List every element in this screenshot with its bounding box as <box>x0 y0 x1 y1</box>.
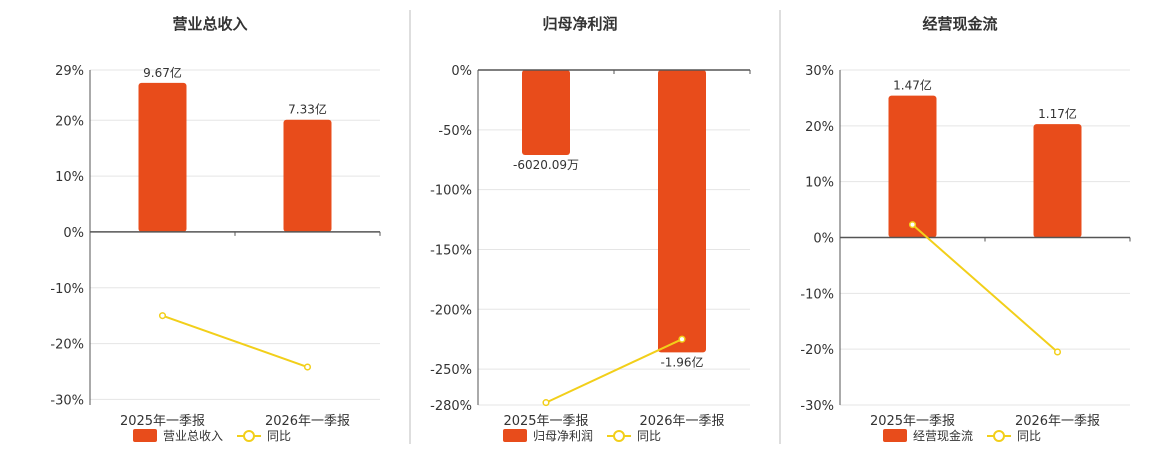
bar <box>1033 124 1082 238</box>
chart-panel-3: 经营现金流 30% 20% 10% 0% -10% -20% -30% 1.47亿 1.17亿 20… <box>800 15 1131 443</box>
y-tick-label: 10% <box>55 170 84 185</box>
legend-bar-swatch[interactable] <box>133 429 157 442</box>
y-tick-label: 30% <box>805 64 834 79</box>
legend-bar-label[interactable]: 营业总收入 <box>163 429 223 443</box>
y-tick-label: -250% <box>430 363 472 378</box>
chart-panel-1: 营业总收入 29% 20% 10% 0% -10% -20% -30% 9.67亿 7.33亿 20… <box>50 15 381 443</box>
x-category-label: 2026年一季报 <box>1015 414 1100 429</box>
legend-bar-swatch[interactable] <box>503 429 527 442</box>
y-tick-label: 10% <box>805 176 834 191</box>
y-tick-label: -10% <box>50 282 84 297</box>
chart-panel-2: 归母净利润 0% -50% -100% -150% -200% -250% -280% -602… <box>430 15 751 443</box>
y-tick-label: 20% <box>55 114 84 129</box>
bar <box>138 82 187 232</box>
yoy-line <box>162 314 308 368</box>
x-category-label: 2025年一季报 <box>503 414 588 429</box>
y-tick-label: 29% <box>55 64 84 79</box>
bar-data-label: -6020.09万 <box>513 158 579 172</box>
legend-yoy-label[interactable]: 同比 <box>1017 429 1041 443</box>
bar <box>658 70 706 353</box>
x-category-label: 2025年一季报 <box>870 414 955 429</box>
y-tick-label: -30% <box>50 393 84 408</box>
legend-bar-label[interactable]: 经营现金流 <box>913 428 973 443</box>
bar-data-label: 1.17亿 <box>1038 106 1077 121</box>
y-tick-label: -200% <box>430 303 472 318</box>
y-tick-label: 0% <box>451 64 472 79</box>
legend-bar-label[interactable]: 归母净利润 <box>533 429 593 443</box>
yoy-line <box>545 338 683 404</box>
legend-yoy-label[interactable]: 同比 <box>267 429 291 443</box>
yoy-point <box>303 363 312 371</box>
legend-line-marker[interactable] <box>993 430 1005 442</box>
yoy-point <box>542 399 550 407</box>
bar-data-label: 7.33亿 <box>288 102 327 117</box>
y-tick-label: -150% <box>430 243 472 258</box>
legend-line-marker[interactable] <box>613 430 625 442</box>
x-category-label: 2026年一季报 <box>639 414 724 429</box>
yoy-point <box>1053 348 1062 356</box>
y-tick-label: -30% <box>800 399 834 414</box>
y-tick-label: 0% <box>63 226 84 241</box>
bar-data-label: 9.67亿 <box>143 65 182 80</box>
yoy-point <box>678 335 686 343</box>
bar <box>283 119 332 232</box>
chart-title: 归母净利润 <box>542 15 617 33</box>
yoy-line <box>911 223 1059 353</box>
y-tick-label: -50% <box>438 124 472 139</box>
legend-yoy-label[interactable]: 同比 <box>637 429 661 443</box>
bar-data-label: -1.96亿 <box>660 354 703 369</box>
chart-title: 经营现金流 <box>922 15 997 33</box>
bar <box>888 95 937 238</box>
y-tick-label: -10% <box>800 287 834 302</box>
bar-data-label: 1.47亿 <box>893 78 932 93</box>
yoy-point <box>158 312 167 320</box>
yoy-point <box>908 221 917 229</box>
x-category-label: 2026年一季报 <box>265 414 350 429</box>
legend-bar-swatch[interactable] <box>883 429 907 442</box>
x-category-label: 2025年一季报 <box>120 414 205 429</box>
y-tick-label: 20% <box>805 120 834 135</box>
chart-title: 营业总收入 <box>172 15 247 33</box>
y-tick-label: -20% <box>50 338 84 353</box>
y-tick-label: -20% <box>800 343 834 358</box>
legend-line-marker[interactable] <box>243 430 255 442</box>
y-tick-label: 0% <box>813 232 834 247</box>
y-tick-label: -100% <box>430 184 472 199</box>
bar <box>522 70 570 155</box>
y-tick-label: -280% <box>430 399 472 414</box>
